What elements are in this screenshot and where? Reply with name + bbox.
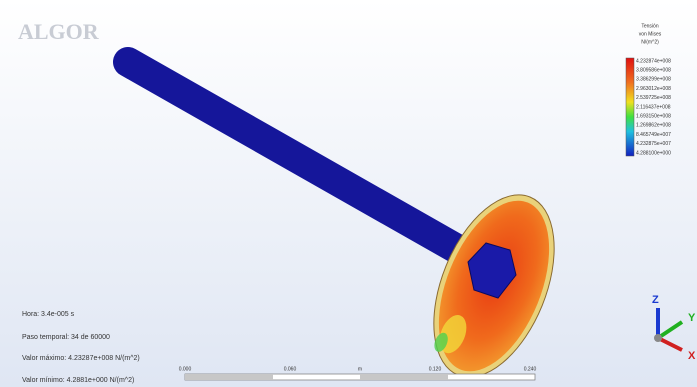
triad-label: X bbox=[688, 350, 696, 362]
info-line: Hora: 3.4e-005 s bbox=[22, 311, 75, 318]
triad-label: Z bbox=[652, 294, 659, 306]
scale-label: 0.060 bbox=[284, 366, 297, 372]
info-line: Paso temporal: 34 de 60000 bbox=[22, 334, 110, 341]
legend-label: 2.116437e+008 bbox=[636, 104, 671, 110]
logo: ALGOR bbox=[18, 19, 100, 44]
info-line: Valor mínimo: 4.2881e+000 N/(m^2) bbox=[22, 377, 134, 384]
scene: ALGOR Tensión von Mises N/(m^2) 4.232874e+0… bbox=[0, 0, 697, 387]
legend-label: 4.232875e+007 bbox=[636, 141, 671, 147]
legend-label: 4.232874e+008 bbox=[636, 58, 671, 64]
scale-label: 0.240 bbox=[524, 366, 537, 372]
viewport: ALGOR Tensión von Mises N/(m^2) 4.232874e+0… bbox=[0, 0, 697, 387]
legend-label: 8.465749e+007 bbox=[636, 132, 671, 138]
legend-label: 3.809586e+008 bbox=[636, 68, 671, 74]
legend-label: 1.693150e+008 bbox=[636, 114, 671, 120]
triad-label: Y bbox=[688, 312, 696, 324]
scale-label: m bbox=[358, 366, 362, 372]
scale-bar-segment bbox=[360, 374, 448, 380]
legend-label: 2.539725e+008 bbox=[636, 95, 671, 101]
legend-label: 1.269862e+008 bbox=[636, 123, 671, 129]
legend-colorbar bbox=[626, 58, 634, 156]
scale-label: 0.120 bbox=[429, 366, 442, 372]
legend-title: von Mises bbox=[639, 31, 662, 37]
scale-label: 0.000 bbox=[179, 366, 192, 372]
legend-title: N/(m^2) bbox=[641, 39, 659, 45]
legend-label: 4.288100e+000 bbox=[636, 150, 671, 156]
legend-title: Tensión bbox=[641, 23, 658, 29]
legend-label: 3.386299e+008 bbox=[636, 77, 671, 83]
info-line: Valor máximo: 4.23287e+008 N/(m^2) bbox=[22, 355, 140, 362]
scale-bar-segment bbox=[185, 374, 273, 380]
legend-label: 2.963012e+008 bbox=[636, 86, 671, 92]
